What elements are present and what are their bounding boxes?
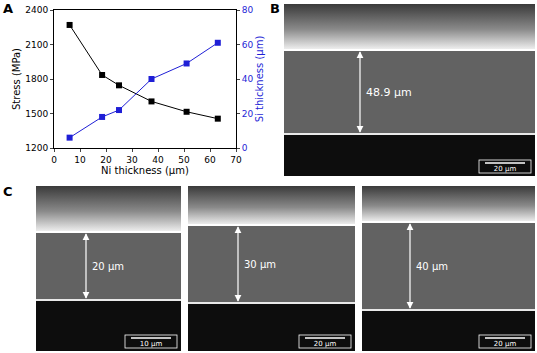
svg-text:20: 20 — [100, 155, 112, 165]
svg-text:1800: 1800 — [25, 74, 48, 84]
svg-text:20: 20 — [242, 109, 254, 119]
svg-text:20 μm: 20 μm — [494, 340, 517, 348]
svg-text:A: A — [3, 1, 13, 16]
svg-text:0: 0 — [51, 155, 57, 165]
svg-text:Stress (MPa): Stress (MPa) — [11, 48, 22, 110]
svg-text:30: 30 — [126, 155, 138, 165]
svg-text:20 μm: 20 μm — [314, 340, 337, 348]
svg-text:1200: 1200 — [25, 143, 48, 153]
svg-text:50: 50 — [178, 155, 190, 165]
svg-text:30 μm: 30 μm — [244, 259, 276, 270]
svg-text:40 μm: 40 μm — [416, 261, 448, 272]
svg-text:2100: 2100 — [25, 40, 48, 50]
svg-text:10: 10 — [74, 155, 86, 165]
svg-text:C: C — [3, 184, 13, 199]
svg-text:1500: 1500 — [25, 109, 48, 119]
svg-text:80: 80 — [242, 5, 254, 15]
svg-text:40: 40 — [152, 155, 164, 165]
svg-text:60: 60 — [242, 40, 254, 50]
svg-text:20 μm: 20 μm — [494, 165, 517, 173]
svg-text:48.9 μm: 48.9 μm — [366, 86, 412, 99]
svg-text:60: 60 — [204, 155, 216, 165]
svg-text:40: 40 — [242, 74, 254, 84]
svg-text:2400: 2400 — [25, 5, 48, 15]
svg-text:70: 70 — [230, 155, 242, 165]
svg-text:10 μm: 10 μm — [140, 340, 163, 348]
svg-text:20 μm: 20 μm — [92, 261, 124, 272]
svg-text:Ni thickness (μm): Ni thickness (μm) — [101, 165, 189, 176]
svg-text:B: B — [270, 1, 280, 16]
svg-text:0: 0 — [242, 143, 248, 153]
svg-text:Si thickness (μm): Si thickness (μm) — [254, 36, 265, 123]
